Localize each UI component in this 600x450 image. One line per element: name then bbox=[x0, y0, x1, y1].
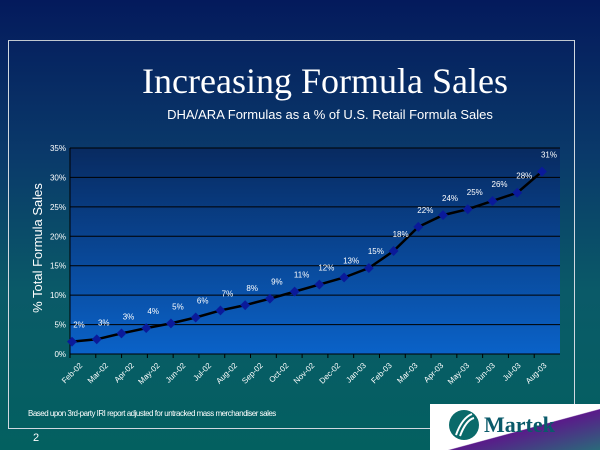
data-label: 11% bbox=[294, 271, 309, 280]
x-tick-label: Mar-03 bbox=[395, 361, 420, 386]
data-label: 26% bbox=[492, 180, 508, 189]
data-label: 3% bbox=[123, 312, 135, 321]
slide-frame bbox=[8, 40, 575, 429]
logo-mark-icon bbox=[449, 410, 479, 440]
data-point bbox=[462, 204, 473, 215]
chart-title: DHA/ARA Formulas as a % of U.S. Retail F… bbox=[167, 107, 493, 122]
data-label: 8% bbox=[246, 284, 258, 293]
svg-text:Martek: Martek bbox=[484, 412, 556, 437]
data-label: 3% bbox=[98, 318, 110, 327]
footnote: Based upon 3rd-party IRI report adjusted… bbox=[28, 409, 276, 418]
x-tick-label: Aug-03 bbox=[524, 361, 549, 386]
data-label: 7% bbox=[222, 289, 234, 298]
data-point bbox=[141, 323, 152, 334]
data-label: 28% bbox=[516, 172, 532, 181]
x-tick-label: Dec-02 bbox=[318, 361, 343, 386]
y-tick-label: 30% bbox=[50, 173, 66, 182]
x-tick-label: Aug-02 bbox=[214, 361, 239, 386]
x-tick-label: Jun-03 bbox=[473, 361, 497, 385]
martek-logo: Martek bbox=[430, 404, 600, 450]
y-tick-label: 5% bbox=[54, 321, 66, 330]
x-tick-label: May-02 bbox=[136, 361, 162, 387]
data-label: 18% bbox=[393, 230, 409, 239]
data-point bbox=[487, 196, 498, 206]
data-point bbox=[190, 312, 201, 323]
x-tick-label: Jun-02 bbox=[164, 361, 188, 385]
y-tick-label: 20% bbox=[50, 232, 66, 241]
data-point bbox=[388, 246, 399, 256]
x-tick-label: May-03 bbox=[446, 361, 472, 387]
data-point bbox=[165, 318, 176, 329]
data-point bbox=[289, 286, 300, 297]
x-tick-label: Jul-02 bbox=[191, 361, 213, 383]
data-label: 5% bbox=[172, 302, 184, 311]
x-tick-label: Jan-03 bbox=[344, 361, 368, 385]
data-point bbox=[314, 279, 325, 290]
x-tick-label: Oct-02 bbox=[267, 361, 291, 385]
data-label: 15% bbox=[368, 247, 384, 256]
data-label: 2% bbox=[73, 321, 85, 330]
data-point bbox=[339, 272, 350, 283]
slide-title: Increasing Formula Sales bbox=[142, 61, 508, 101]
x-tick-label: Feb-02 bbox=[60, 361, 85, 386]
data-point bbox=[413, 221, 424, 232]
x-tick-label: Nov-02 bbox=[292, 361, 317, 386]
data-point bbox=[438, 210, 449, 221]
data-label: 13% bbox=[343, 256, 359, 265]
x-tick-label: Apr-02 bbox=[113, 361, 137, 385]
x-tick-label: Sep-02 bbox=[240, 361, 265, 386]
y-tick-label: 25% bbox=[50, 203, 66, 212]
y-axis-label: % Total Formula Sales bbox=[30, 183, 45, 313]
page-number: 2 bbox=[33, 432, 39, 444]
x-tick-label: Mar-02 bbox=[86, 361, 111, 386]
data-label: 9% bbox=[271, 278, 283, 287]
data-label: 4% bbox=[147, 307, 159, 316]
data-point bbox=[512, 187, 523, 198]
data-point bbox=[240, 300, 251, 311]
x-tick-label: Apr-03 bbox=[422, 361, 446, 385]
x-tick-label: Jul-03 bbox=[501, 361, 523, 383]
data-label: 31% bbox=[541, 151, 557, 160]
data-point bbox=[264, 293, 275, 304]
data-label: 22% bbox=[417, 206, 433, 215]
data-label: 25% bbox=[467, 188, 483, 197]
data-label: 24% bbox=[442, 194, 458, 203]
data-point bbox=[363, 263, 374, 274]
data-point bbox=[537, 166, 547, 177]
y-tick-label: 0% bbox=[54, 350, 66, 359]
y-tick-label: 35% bbox=[50, 144, 66, 153]
data-label: 6% bbox=[197, 297, 209, 306]
plot-area bbox=[70, 148, 560, 354]
y-tick-label: 15% bbox=[50, 262, 66, 271]
data-label: 12% bbox=[318, 264, 334, 273]
x-tick-label: Feb-03 bbox=[369, 361, 394, 386]
y-tick-label: 10% bbox=[50, 291, 66, 300]
data-point bbox=[215, 305, 226, 316]
